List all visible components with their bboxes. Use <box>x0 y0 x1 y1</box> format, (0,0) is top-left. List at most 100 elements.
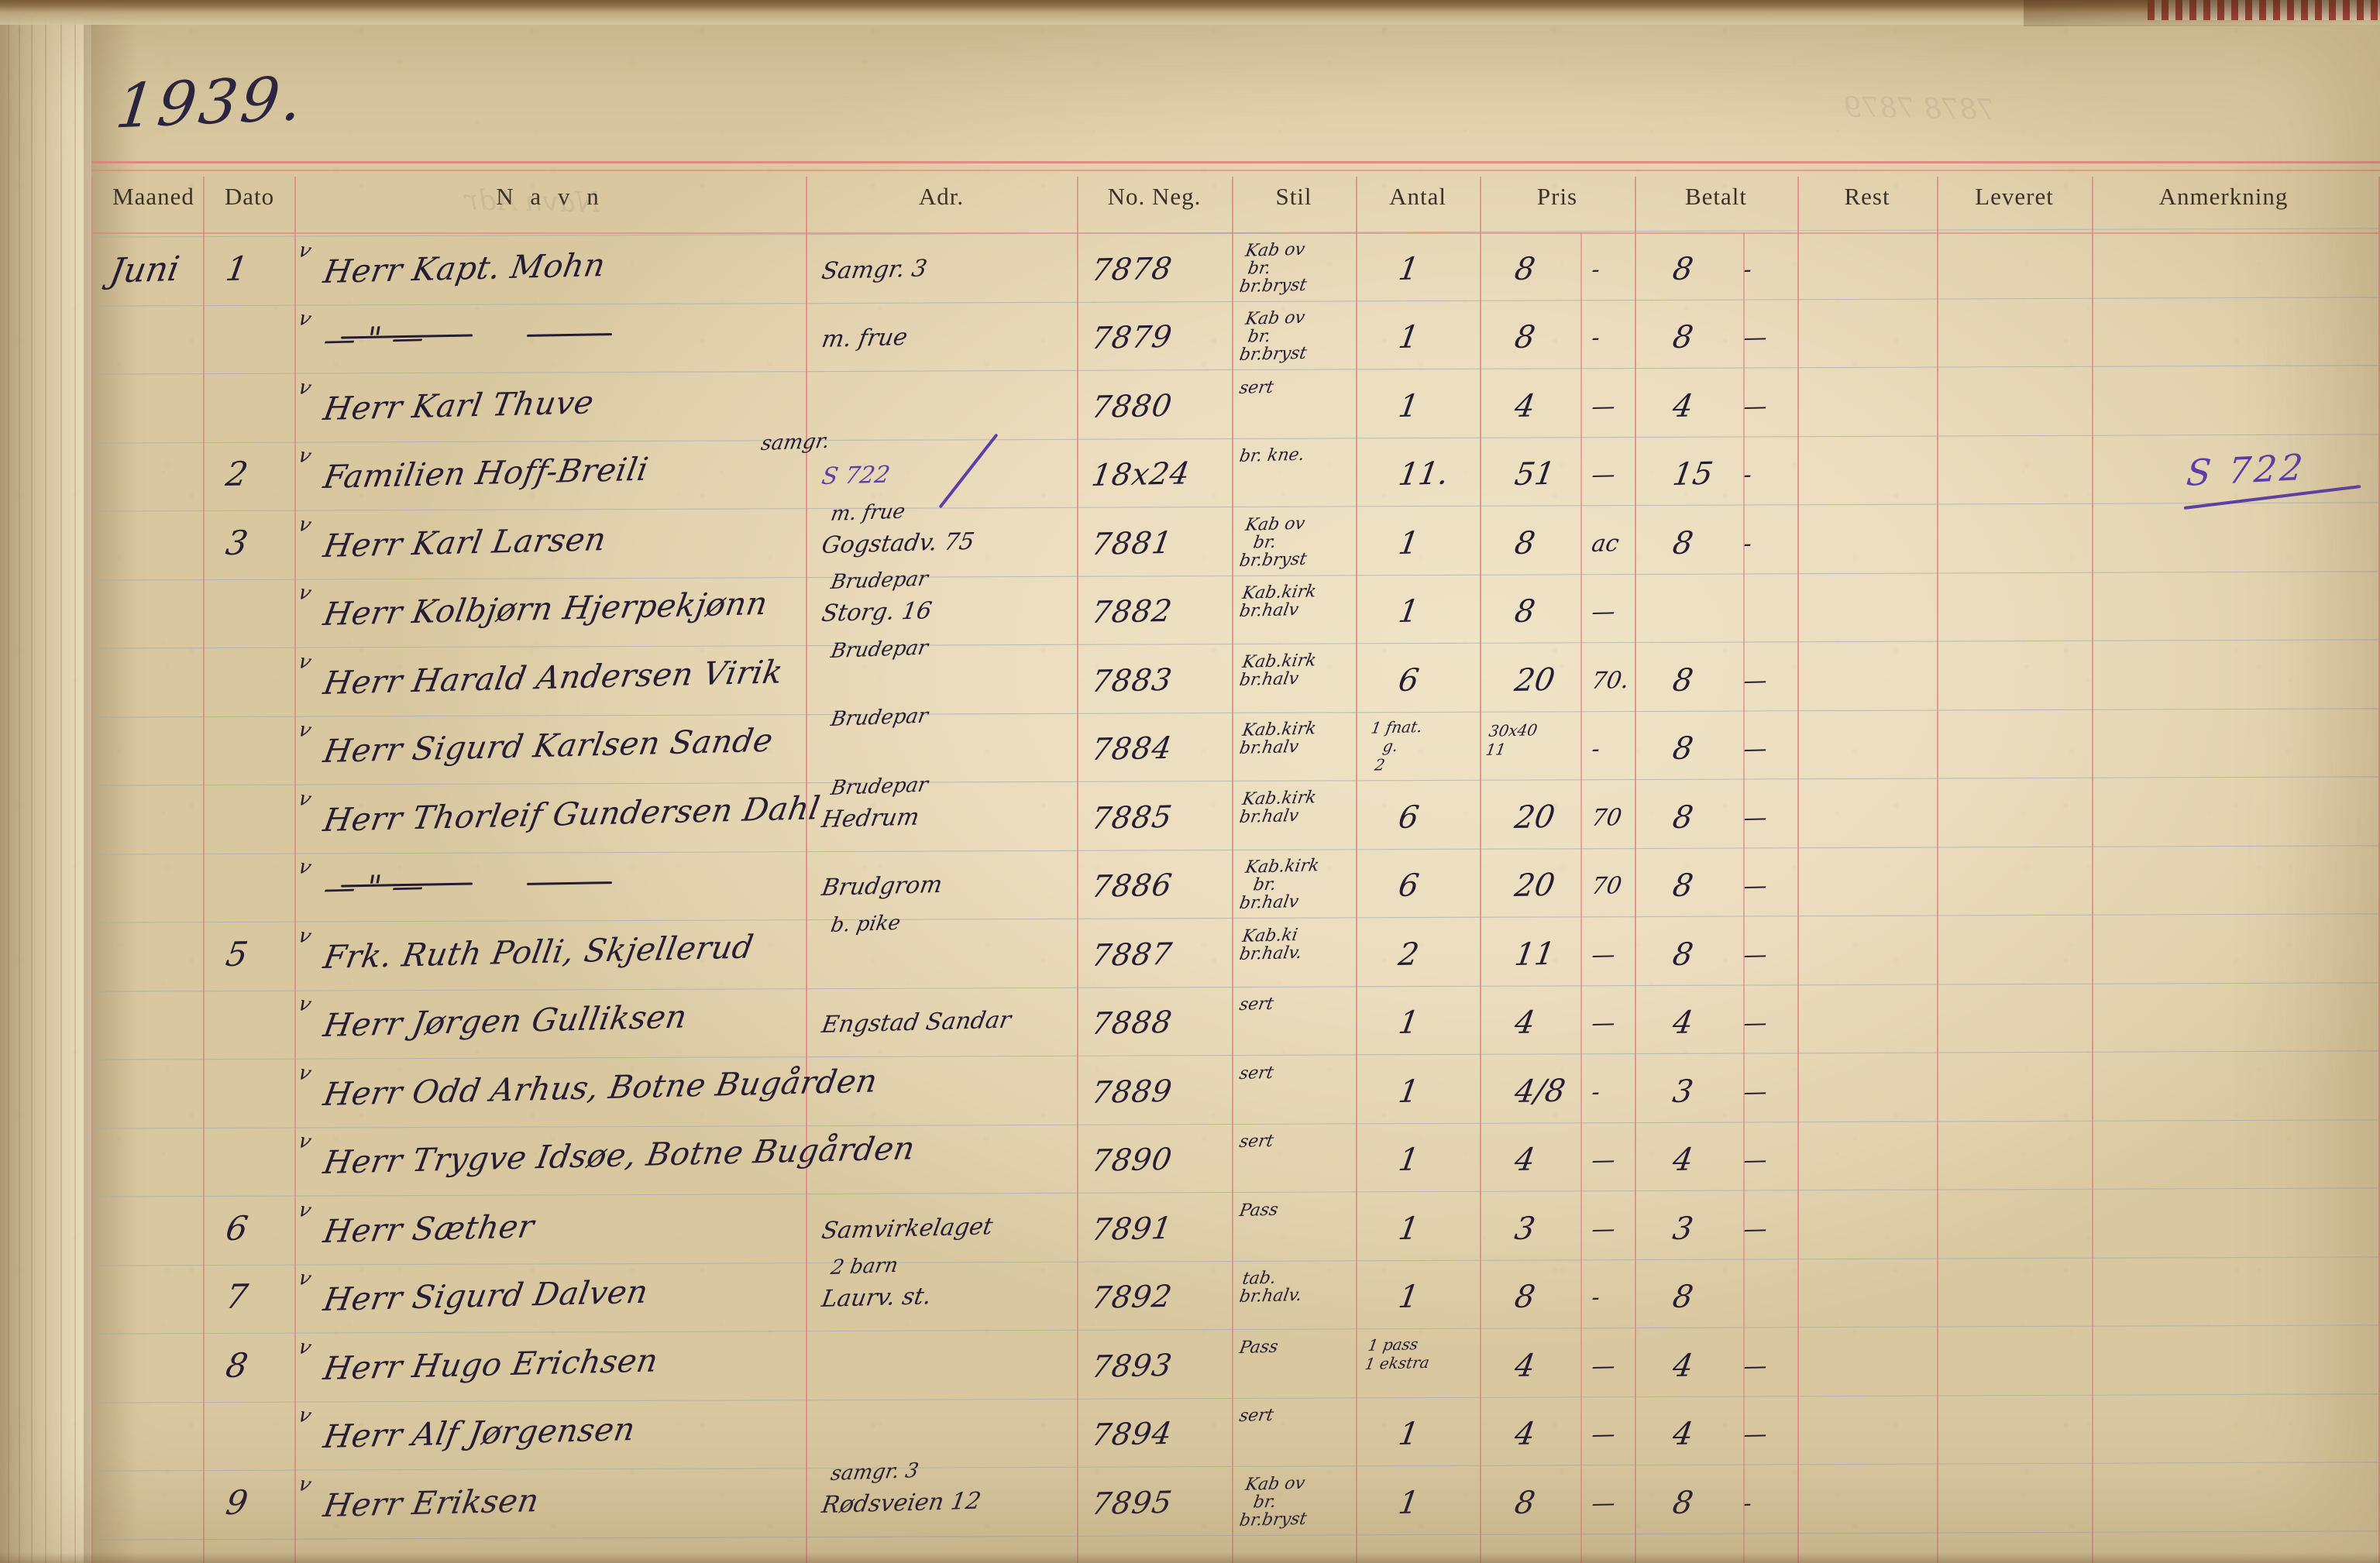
cell-no-neg: 7880 <box>1089 388 1175 425</box>
cell-navn: Herr Eriksen <box>321 1481 542 1524</box>
cell-pris: 20 <box>1512 867 1558 904</box>
cell-pris: 30x40 11 <box>1484 720 1539 759</box>
cell-betalt-ore: — <box>1742 1352 1770 1380</box>
cell-adr: Brudgrom <box>820 871 944 902</box>
cell-pris: 4 <box>1512 387 1538 424</box>
cell-adr-superscript: 2 barn <box>829 1253 900 1280</box>
column-header-stil: Stil <box>1275 183 1312 210</box>
cell-betalt-ore: — <box>1742 1146 1770 1174</box>
column-header-adr: Adr. <box>918 183 965 210</box>
cell-betalt: 8 <box>1670 524 1696 562</box>
cell-stil: sert <box>1237 994 1275 1015</box>
column-divider <box>2092 177 2093 1563</box>
cell-pris-ore: — <box>1590 1214 1618 1243</box>
cell-betalt: 8 <box>1670 250 1696 287</box>
cell-betalt-ore: — <box>1742 1214 1770 1243</box>
checkmark-icon: v <box>294 513 315 537</box>
cell-pris-ore: 70 <box>1590 872 1624 900</box>
column-divider <box>203 177 205 1563</box>
cell-adr-superscript: m. frue <box>829 499 907 526</box>
cell-adr-superscript: Brudepar <box>829 635 930 663</box>
cell-stil: sert <box>1237 1405 1275 1427</box>
column-header-anmerkning: Anmerkning <box>2158 183 2289 210</box>
checkmark-icon: v <box>294 1472 315 1496</box>
page-leaf-edge <box>60 0 62 1563</box>
book-bottom-edge <box>0 1552 2380 1563</box>
cell-no-neg: 7889 <box>1089 1073 1175 1111</box>
cell-betalt: 3 <box>1670 1073 1696 1110</box>
cell-anmerkning: S 722 <box>2185 445 2308 494</box>
cell-no-neg: 7893 <box>1089 1348 1175 1385</box>
cell-betalt: 8 <box>1670 1484 1696 1521</box>
cell-stil: sert <box>1237 377 1275 398</box>
cell-no-neg: 7881 <box>1089 525 1175 562</box>
checkmark-icon: v <box>294 855 315 880</box>
column-header-noneg: No. Neg. <box>1107 183 1202 210</box>
checkmark-icon: v <box>294 444 315 469</box>
cell-no-neg: 7886 <box>1089 867 1175 905</box>
cell-adr: Hedrum <box>820 803 922 833</box>
cell-betalt: 4 <box>1670 1142 1696 1178</box>
cell-navn: Herr Karl Thuve <box>321 383 597 428</box>
cell-no-neg: 7885 <box>1089 799 1175 836</box>
column-header-pris: Pris <box>1536 183 1578 210</box>
cell-betalt-ore: — <box>1742 1420 1770 1448</box>
cell-no-neg: 7888 <box>1089 1005 1175 1042</box>
cell-adr-superscript: Brudepar <box>829 772 930 800</box>
cell-pris: 8 <box>1512 1279 1538 1315</box>
cell-antal: 1 <box>1396 1416 1422 1452</box>
checkmark-icon: v <box>294 1198 315 1222</box>
cell-no-neg: 7887 <box>1089 936 1175 974</box>
cell-no-neg: 18x24 <box>1089 456 1193 493</box>
cell-stil: Pass <box>1237 1200 1280 1221</box>
book-top-edge-inner <box>0 14 2380 25</box>
column-header-navn: N a v n <box>496 183 604 210</box>
cell-pris-ore: - <box>1590 1283 1602 1311</box>
rule-line <box>91 1462 2380 1472</box>
cell-pris-ore: — <box>1590 1420 1618 1448</box>
cell-stil: tab. br.halv. <box>1237 1268 1304 1307</box>
checkmark-icon: v <box>294 1403 315 1428</box>
cell-betalt: 3 <box>1670 1210 1696 1247</box>
show-through-text: 7878 7879 <box>1843 91 1996 126</box>
cell-adr: Gogstadv. 75 <box>820 527 977 559</box>
cell-pris-ore: — <box>1590 598 1618 626</box>
page-leaf-edge <box>8 0 9 1563</box>
cell-no-neg: 7894 <box>1089 1416 1175 1453</box>
cell-betalt: 4 <box>1670 387 1696 424</box>
column-divider <box>1077 177 1078 1563</box>
cell-no-neg: 7883 <box>1089 662 1175 699</box>
column-header-maaned: Maaned <box>112 183 194 210</box>
cell-no-neg: 7879 <box>1089 319 1175 356</box>
cell-stil: sert <box>1237 1063 1275 1084</box>
rule-line <box>91 844 2380 855</box>
cell-no-neg: 7882 <box>1089 593 1175 630</box>
page-leaf-edge <box>74 0 76 1563</box>
cell-dato: 7 <box>223 1277 251 1317</box>
cell-pris: 4 <box>1512 1005 1538 1041</box>
cell-betalt: 4 <box>1670 1347 1696 1384</box>
rule-line <box>91 1050 2380 1060</box>
cell-antal: 1 <box>1396 250 1422 287</box>
cell-pris-ore: — <box>1590 1352 1618 1380</box>
column-header-rest: Rest <box>1844 183 1890 210</box>
column-divider <box>294 177 296 1563</box>
cell-betalt: 8 <box>1670 661 1696 699</box>
cell-navn: Frk. Ruth Polli, Skjellerud <box>321 927 757 976</box>
cell-stil: Kab.kirk br.halv <box>1237 582 1318 622</box>
year-heading: 1939. <box>112 64 309 143</box>
rule-line <box>91 296 2380 307</box>
rule-line <box>91 1118 2380 1129</box>
cell-pris: 8 <box>1512 593 1538 630</box>
cell-pris: 4 <box>1512 1347 1538 1384</box>
rule-line <box>91 707 2380 718</box>
cell-betalt-ore: — <box>1742 803 1770 832</box>
column-header-dato: Dato <box>224 183 275 210</box>
cell-adr: Samgr. 3 <box>820 254 930 285</box>
column-header-leveret: Leveret <box>1975 183 2054 210</box>
red-rule-top <box>91 161 2380 163</box>
show-through-text: Navn Adr <box>464 184 600 219</box>
checkmark-icon: v <box>294 992 315 1017</box>
cell-adr: Laurv. st. <box>820 1283 934 1313</box>
cell-adr: m. frue <box>820 323 910 353</box>
